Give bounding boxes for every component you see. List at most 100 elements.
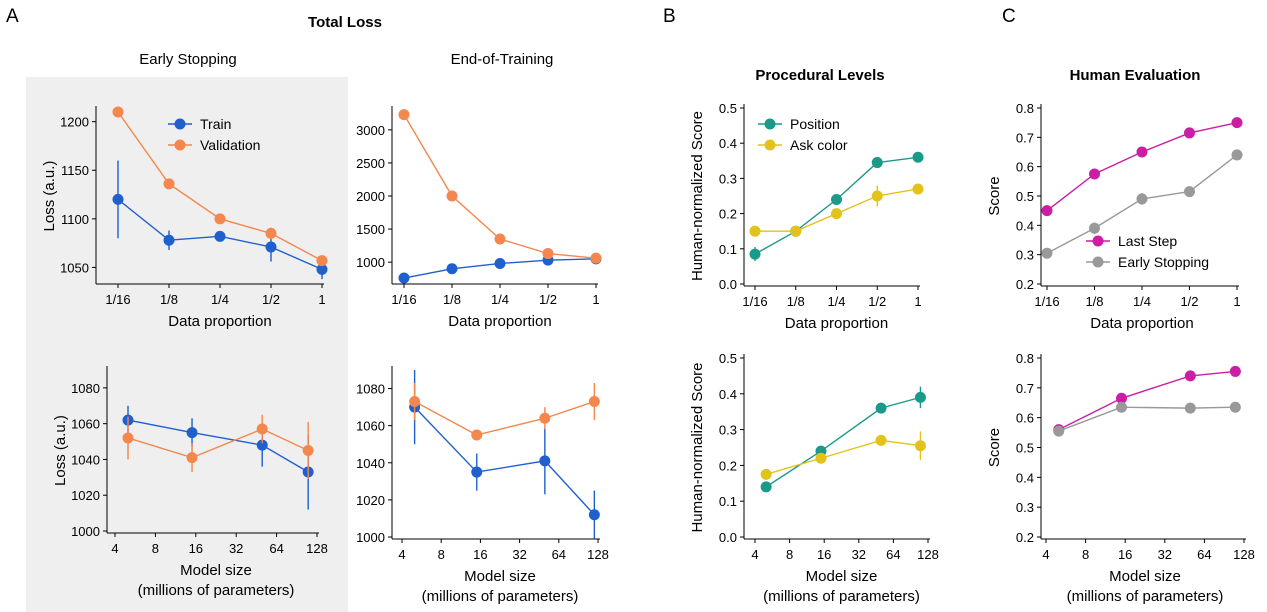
x-axis-label: Data proportion: [448, 313, 551, 330]
y-tick-label: 1200: [60, 115, 89, 130]
y-tick-label: 0.6: [1016, 160, 1034, 175]
y-tick-label: 1500: [356, 222, 385, 237]
series-ask-color: [749, 183, 924, 237]
legend-item: Early Stopping: [1086, 254, 1209, 270]
y-tick-label: 1060: [71, 417, 100, 432]
data-point: [256, 423, 268, 435]
x-tick-label: 1/4: [491, 292, 509, 307]
data-point: [112, 193, 124, 205]
data-point: [871, 190, 883, 202]
series-early-stopping: [1041, 149, 1243, 259]
series-train: [409, 370, 600, 539]
chart-proc_data: 0.0 0.1 0.2 0.3 0.4 0.5 1/16 1/8 1/4 1/2 1 Data pro…: [689, 101, 924, 332]
data-point: [790, 225, 802, 237]
x-tick-label: 1: [318, 292, 325, 307]
y-axis-label: Loss (a.u.): [52, 415, 69, 486]
x-tick-label: 1: [1233, 294, 1240, 309]
x-tick-label: 128: [1233, 547, 1255, 562]
series-line: [765, 439, 921, 476]
data-point: [1136, 193, 1148, 205]
data-point: [1116, 401, 1128, 413]
legend-label: Ask color: [790, 137, 848, 153]
series-line: [127, 419, 309, 473]
series-line: [414, 400, 595, 436]
y-tick-label: 1100: [61, 212, 89, 227]
legend-item: Train: [168, 116, 231, 132]
series-validation: [112, 106, 328, 267]
data-point: [316, 255, 328, 267]
data-point: [316, 263, 328, 275]
x-tick-label: 32: [512, 547, 526, 562]
x-tick-label: 1/2: [1180, 294, 1198, 309]
y-tick-label: 0.3: [719, 423, 737, 438]
data-point: [112, 106, 124, 118]
x-tick-label: 16: [817, 547, 831, 562]
y-tick-label: 0.5: [1016, 189, 1034, 204]
data-point: [875, 434, 887, 446]
x-tick-label: 1/16: [742, 294, 767, 309]
data-point: [815, 452, 827, 464]
y-tick-label: 0.0: [719, 530, 737, 545]
y-tick-label: 0.3: [719, 171, 737, 186]
panel-label-c: C: [1002, 6, 1016, 27]
data-point: [265, 241, 277, 253]
x-tick-label: 128: [587, 547, 609, 562]
chart-es_data: 1050 1100 1150 1200 1/16 1/8 1/4 1/2 1 Data propo…: [41, 106, 328, 330]
series-line: [765, 396, 921, 488]
legend-marker: [1092, 256, 1104, 268]
data-point: [1184, 186, 1195, 198]
y-axis-label: Score: [986, 176, 1003, 215]
x-tick-label: 32: [1158, 547, 1172, 562]
y-tick-label: 2500: [356, 156, 385, 171]
data-point: [1184, 370, 1196, 382]
y-tick-label: 0.4: [1016, 470, 1034, 485]
data-point: [265, 227, 277, 239]
data-point: [588, 509, 600, 521]
y-tick-label: 1050: [60, 260, 89, 275]
x-tick-label: 4: [398, 547, 405, 562]
chart-human_data: 0.2 0.3 0.4 0.5 0.6 0.7 0.8 1/16 1/8 1/4 1/2 1 Data …: [986, 101, 1243, 332]
title-total-loss: Total Loss: [308, 14, 382, 31]
x-tick-label: 4: [1042, 547, 1049, 562]
data-point: [590, 252, 602, 264]
series-line: [127, 428, 309, 459]
title-human-evaluation: Human Evaluation: [1070, 67, 1201, 84]
y-tick-label: 1080: [356, 382, 385, 397]
series-validation: [409, 382, 600, 441]
early-stopping-background: [26, 77, 348, 612]
x-axis-label: Data proportion: [168, 313, 271, 330]
data-point: [831, 208, 842, 220]
y-tick-label: 0.3: [1016, 248, 1034, 263]
x-tick-label: 8: [152, 541, 159, 556]
legend-marker: [1092, 235, 1104, 247]
data-point: [1136, 146, 1148, 158]
y-tick-label: 0.5: [1016, 441, 1034, 456]
legend-item: Position: [758, 116, 840, 132]
x-tick-label: 1/8: [443, 292, 461, 307]
x-tick-label: 1/8: [787, 294, 805, 309]
x-tick-label: 8: [1082, 547, 1089, 562]
legend-label: Early Stopping: [1118, 254, 1209, 270]
y-tick-label: 1080: [71, 381, 100, 396]
series-validation: [398, 109, 602, 264]
data-point: [122, 432, 134, 444]
x-tick-label: 1/4: [1133, 294, 1151, 309]
x-tick-label: 1/16: [105, 292, 130, 307]
y-tick-label: 1020: [71, 488, 100, 503]
series-last-step: [1053, 365, 1241, 436]
y-tick-label: 1020: [356, 493, 385, 508]
series-validation: [122, 414, 314, 480]
data-point: [1089, 222, 1100, 234]
x-tick-label: 16: [1118, 547, 1132, 562]
data-point: [446, 190, 458, 202]
x-tick-label: 1/2: [868, 294, 886, 309]
y-tick-label: 0.1: [719, 494, 737, 509]
x-tick-label: 1/8: [1085, 294, 1103, 309]
data-point: [539, 412, 551, 424]
data-point: [256, 439, 268, 451]
x-tick-label: 64: [1197, 547, 1211, 562]
data-point: [871, 157, 883, 169]
data-point: [912, 183, 924, 195]
x-tick-label: 16: [473, 547, 487, 562]
panel-label-b: B: [663, 6, 676, 27]
